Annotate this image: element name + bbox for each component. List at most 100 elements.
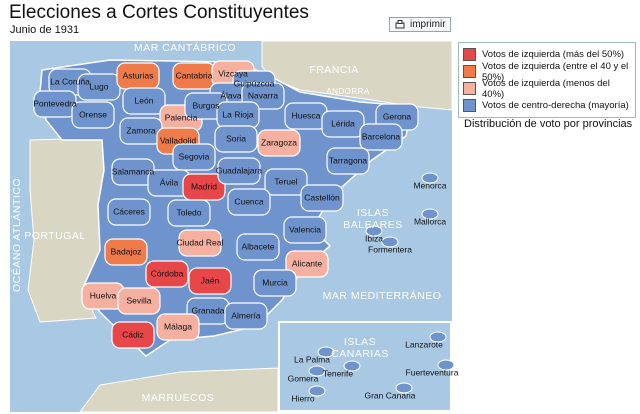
province-shape (104, 238, 148, 266)
province-shape (359, 123, 403, 151)
legend: Votos de izquierda (más del 50%) Votos de… (458, 42, 636, 118)
province-label: Murcia (262, 277, 288, 287)
province-label: Cáceres (113, 206, 145, 216)
province-label: Jaén (201, 275, 220, 285)
province-shape (257, 129, 301, 157)
province-shape (317, 346, 335, 358)
province-shape (264, 168, 308, 196)
province-shape (217, 157, 261, 185)
province-shape (421, 172, 439, 184)
province-label: Fuerteventura (406, 367, 459, 377)
province-shape (224, 302, 268, 330)
province-shape (172, 143, 216, 171)
province-label: Burgos (193, 100, 220, 110)
province-label: Menorca (413, 180, 446, 190)
province-label: Lugo (90, 81, 109, 91)
province-label: Álava (220, 90, 242, 100)
province-label: Hierro (291, 393, 314, 403)
legend-item: Votos de izquierda (menos del 40%) (463, 78, 631, 100)
province-label: Huelva (90, 290, 117, 300)
province-label: Sevilla (126, 295, 151, 305)
place-label: BALEARES (343, 219, 402, 231)
province-label: Zamora (126, 125, 156, 135)
province-shape (111, 321, 155, 349)
province-label: Palencia (165, 112, 198, 122)
print-icon (395, 20, 405, 29)
province-shape (300, 184, 344, 212)
province-label: Toledo (176, 207, 201, 217)
province-label: Asturias (123, 70, 154, 80)
province-shape (365, 225, 383, 237)
province-shape (321, 110, 365, 138)
legend-label: Votos de centro-derecha (mayoría) (482, 100, 629, 111)
province-label: Segovia (179, 151, 210, 161)
province-shape (381, 236, 399, 248)
province-label: Huesca (292, 110, 321, 120)
place-label: PORTUGAL (24, 230, 86, 242)
print-label[interactable]: imprimir (410, 19, 446, 30)
province-label: Cuenca (234, 196, 264, 206)
province-shape (395, 382, 413, 394)
province-shape (236, 233, 280, 261)
province-label: La Coruña (50, 76, 90, 86)
province-shape (71, 101, 115, 129)
province-shape (429, 331, 447, 343)
province-shape (253, 269, 297, 297)
place-label: ISLAS (357, 207, 389, 219)
province-label: Almería (231, 310, 261, 320)
place-label: OCÉANO ATLÁNTICO (10, 178, 23, 292)
province-label: Málaga (164, 321, 192, 331)
province-shape (156, 313, 200, 341)
place-label: FRANCIA (309, 64, 359, 76)
province-label: Gerona (383, 111, 412, 121)
place-label: MARRUECOS (142, 392, 215, 404)
legend-label: Votos de izquierda (más del 50%) (482, 49, 625, 60)
place-label: ISLAS (344, 336, 376, 348)
province-shape (227, 188, 271, 216)
province-shape (145, 260, 189, 288)
province-label: Pontevedra (33, 98, 77, 108)
legend-swatch (463, 82, 476, 95)
place-label: MAR MEDITERRÁNEO (323, 289, 442, 302)
province-label: Vizcaya (218, 68, 248, 78)
province-label: Tenerife (323, 368, 354, 378)
province-shape (326, 147, 370, 175)
subtitle: Junio de 1931 (10, 24, 80, 36)
province-label: Navarra (248, 90, 279, 100)
province-label: Guadalajara (216, 165, 263, 175)
province-label: Cádiz (122, 329, 144, 339)
province-label: Lanzarote (405, 339, 443, 349)
province-label: León (135, 95, 154, 105)
province-shape (107, 198, 151, 226)
provinces (33, 60, 455, 397)
province-label: Valencia (289, 224, 321, 234)
legend-item: Votos de izquierda (más del 50%) (463, 46, 631, 63)
province-shape (283, 216, 327, 244)
province-shape (308, 365, 326, 377)
legend-swatch (463, 99, 476, 112)
province-shape (308, 385, 326, 397)
province-label: Córdoba (151, 268, 184, 278)
province-label: Gran Canaria (364, 390, 415, 400)
caption: Distribución de voto por provincias (464, 118, 633, 130)
province-label: Castellón (304, 192, 340, 202)
print-button[interactable]: imprimir (389, 17, 451, 32)
province-label: La Rioja (222, 109, 253, 119)
province-label: Ibiza (365, 233, 383, 243)
province-label: Madrid (191, 181, 217, 191)
province-shape (178, 229, 222, 257)
province-label: Lérida (331, 118, 355, 128)
canarias-inset (278, 321, 452, 412)
province-label: Zaragoza (261, 137, 297, 147)
province-label: Cantabria (176, 70, 213, 80)
province-label: Gomera (288, 373, 319, 383)
province-label: Mallorca (414, 216, 446, 226)
province-label: Badajoz (111, 246, 142, 256)
province-label: Valladolid (160, 135, 197, 145)
place-label: CANARIAS (331, 348, 389, 360)
province-label: Salamanca (112, 166, 155, 176)
province-label: Alicante (292, 258, 323, 268)
legend-label: Votos de izquierda (entre el 40 y el 50%… (482, 60, 629, 83)
province-shape (188, 267, 232, 295)
